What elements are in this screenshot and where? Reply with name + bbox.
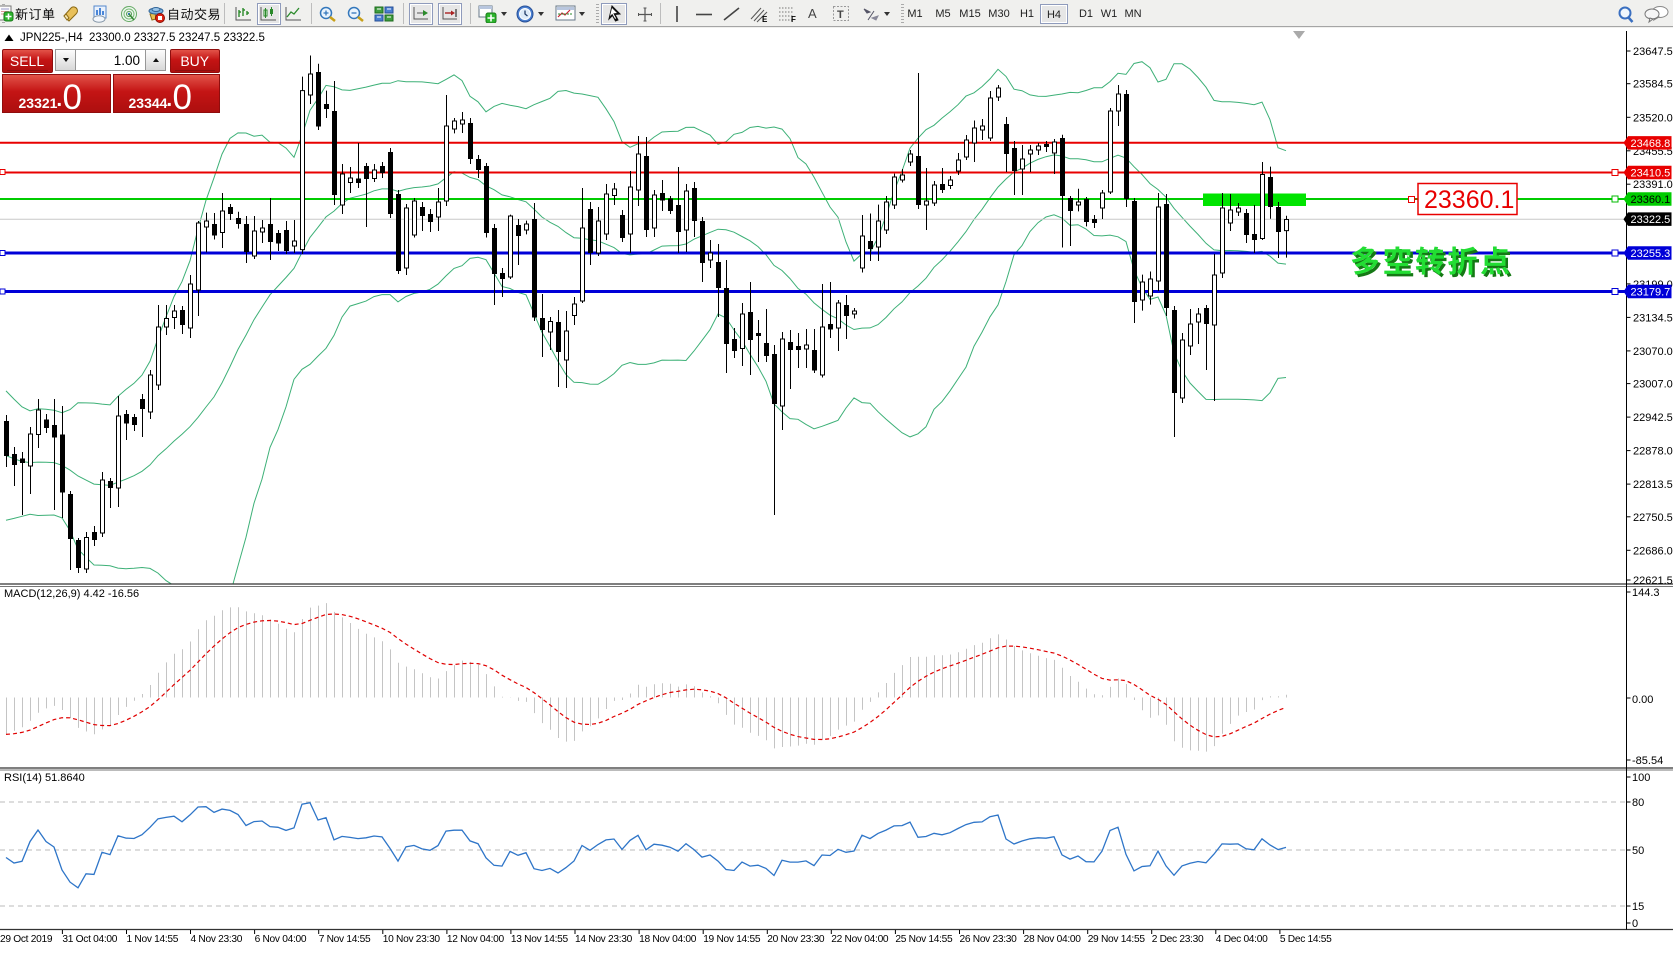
svg-text:22942.5: 22942.5 [1633, 412, 1673, 424]
svg-text:23520.0: 23520.0 [1633, 112, 1673, 124]
svg-text:23134.5: 23134.5 [1633, 312, 1673, 324]
svg-text:50: 50 [1632, 845, 1644, 857]
svg-text:-85.54: -85.54 [1632, 755, 1663, 767]
svg-text:1 Nov 14:55: 1 Nov 14:55 [127, 934, 179, 945]
svg-text:26 Nov 23:30: 26 Nov 23:30 [960, 934, 1018, 945]
svg-text:4 Nov 23:30: 4 Nov 23:30 [191, 934, 243, 945]
svg-text:28 Nov 04:00: 28 Nov 04:00 [1024, 934, 1082, 945]
svg-text:23391.0: 23391.0 [1633, 179, 1673, 191]
svg-text:6 Nov 04:00: 6 Nov 04:00 [255, 934, 307, 945]
svg-text:22750.5: 22750.5 [1633, 512, 1673, 524]
svg-text:T: T [837, 9, 844, 21]
svg-text:144.3: 144.3 [1632, 587, 1660, 599]
svg-text:MACD(12,26,9) 4.42 -16.56: MACD(12,26,9) 4.42 -16.56 [4, 588, 139, 600]
svg-text:13 Nov 14:55: 13 Nov 14:55 [511, 934, 569, 945]
svg-text:31 Oct 04:00: 31 Oct 04:00 [62, 934, 117, 945]
svg-text:29 Nov 14:55: 29 Nov 14:55 [1088, 934, 1146, 945]
svg-text:22 Nov 04:00: 22 Nov 04:00 [831, 934, 889, 945]
svg-text:14 Nov 23:30: 14 Nov 23:30 [575, 934, 633, 945]
svg-text:2 Dec 23:30: 2 Dec 23:30 [1152, 934, 1204, 945]
svg-text:22813.5: 22813.5 [1633, 479, 1673, 491]
svg-text:23322.5: 23322.5 [1631, 214, 1671, 226]
svg-text:20 Nov 23:30: 20 Nov 23:30 [767, 934, 825, 945]
svg-text:23255.3: 23255.3 [1631, 248, 1671, 260]
svg-text:23468.8: 23468.8 [1631, 138, 1671, 150]
svg-text:80: 80 [1632, 797, 1644, 809]
svg-text:RSI(14) 51.8640: RSI(14) 51.8640 [4, 772, 85, 784]
svg-text:23360.1: 23360.1 [1424, 186, 1514, 214]
svg-text:JPN225-,H4 23300.0 23327.5 23: JPN225-,H4 23300.0 23327.5 23247.5 23322… [20, 32, 265, 44]
svg-text:23410.5: 23410.5 [1631, 168, 1671, 180]
svg-text:7 Nov 14:55: 7 Nov 14:55 [319, 934, 371, 945]
svg-text:4 Dec 04:00: 4 Dec 04:00 [1216, 934, 1268, 945]
svg-text:25 Nov 14:55: 25 Nov 14:55 [895, 934, 953, 945]
svg-text:18 Nov 04:00: 18 Nov 04:00 [639, 934, 697, 945]
svg-text:0: 0 [1632, 918, 1638, 930]
svg-text:E: E [762, 15, 768, 23]
svg-text:23360.1: 23360.1 [1631, 194, 1671, 206]
svg-text:22621.5: 22621.5 [1633, 575, 1673, 587]
svg-text:5 Dec 14:55: 5 Dec 14:55 [1280, 934, 1332, 945]
svg-text:22878.0: 22878.0 [1633, 446, 1673, 458]
svg-text:23584.5: 23584.5 [1633, 79, 1673, 91]
svg-text:23647.5: 23647.5 [1633, 46, 1673, 58]
svg-text:12 Nov 04:00: 12 Nov 04:00 [447, 934, 505, 945]
svg-text:0.00: 0.00 [1632, 694, 1653, 706]
svg-text:10 Nov 23:30: 10 Nov 23:30 [383, 934, 441, 945]
svg-text:23070.0: 23070.0 [1633, 346, 1673, 358]
svg-text:15: 15 [1632, 901, 1644, 913]
svg-text:19 Nov 14:55: 19 Nov 14:55 [703, 934, 761, 945]
svg-text:29 Oct 2019: 29 Oct 2019 [0, 934, 53, 945]
svg-text:100: 100 [1632, 772, 1650, 784]
svg-text:22686.0: 22686.0 [1633, 545, 1673, 557]
svg-text:23179.7: 23179.7 [1631, 287, 1671, 299]
svg-text:23007.0: 23007.0 [1633, 379, 1673, 391]
svg-text:F: F [791, 15, 796, 23]
